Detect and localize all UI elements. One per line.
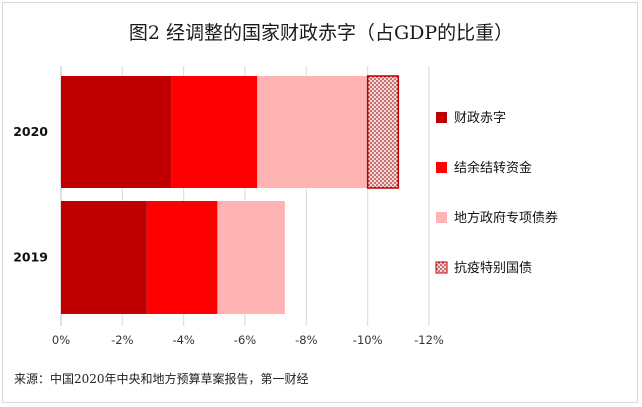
- x-tick-label: -4%: [172, 333, 194, 347]
- legend-label: 财政赤字: [454, 111, 506, 126]
- x-tick-label: 0%: [52, 333, 70, 347]
- legend-swatch: [436, 162, 447, 173]
- x-tick-label: -8%: [295, 333, 317, 347]
- legend-swatch: [435, 261, 448, 274]
- chart-source: 来源：中国2020年中央和地方预算草案报告，第一财经: [14, 372, 309, 386]
- bar-segment: [171, 76, 258, 188]
- x-tick-label: -2%: [111, 333, 133, 347]
- legend-swatch: [436, 212, 447, 223]
- bar-segment: [146, 201, 218, 314]
- chart-title: 图2 经调整的国家财政赤字（占GDP的比重）: [128, 22, 514, 44]
- x-tick-label: -6%: [234, 333, 256, 347]
- legend-label: 地方政府专项债券: [454, 210, 558, 226]
- legend-swatch: [436, 112, 447, 123]
- bar-segment: [61, 201, 147, 314]
- legend-label: 抗疫特别国债: [454, 260, 532, 276]
- category-label: 2019: [13, 250, 48, 265]
- bar-segment: [366, 75, 400, 189]
- bar-segment: [61, 76, 172, 188]
- x-tick-label: -12%: [414, 333, 444, 347]
- bar-segment: [257, 76, 368, 188]
- bar-segment: [217, 201, 285, 314]
- category-label: 2020: [13, 124, 48, 139]
- legend-label: 结余结转资金: [454, 160, 532, 176]
- x-tick-label: -10%: [353, 333, 383, 347]
